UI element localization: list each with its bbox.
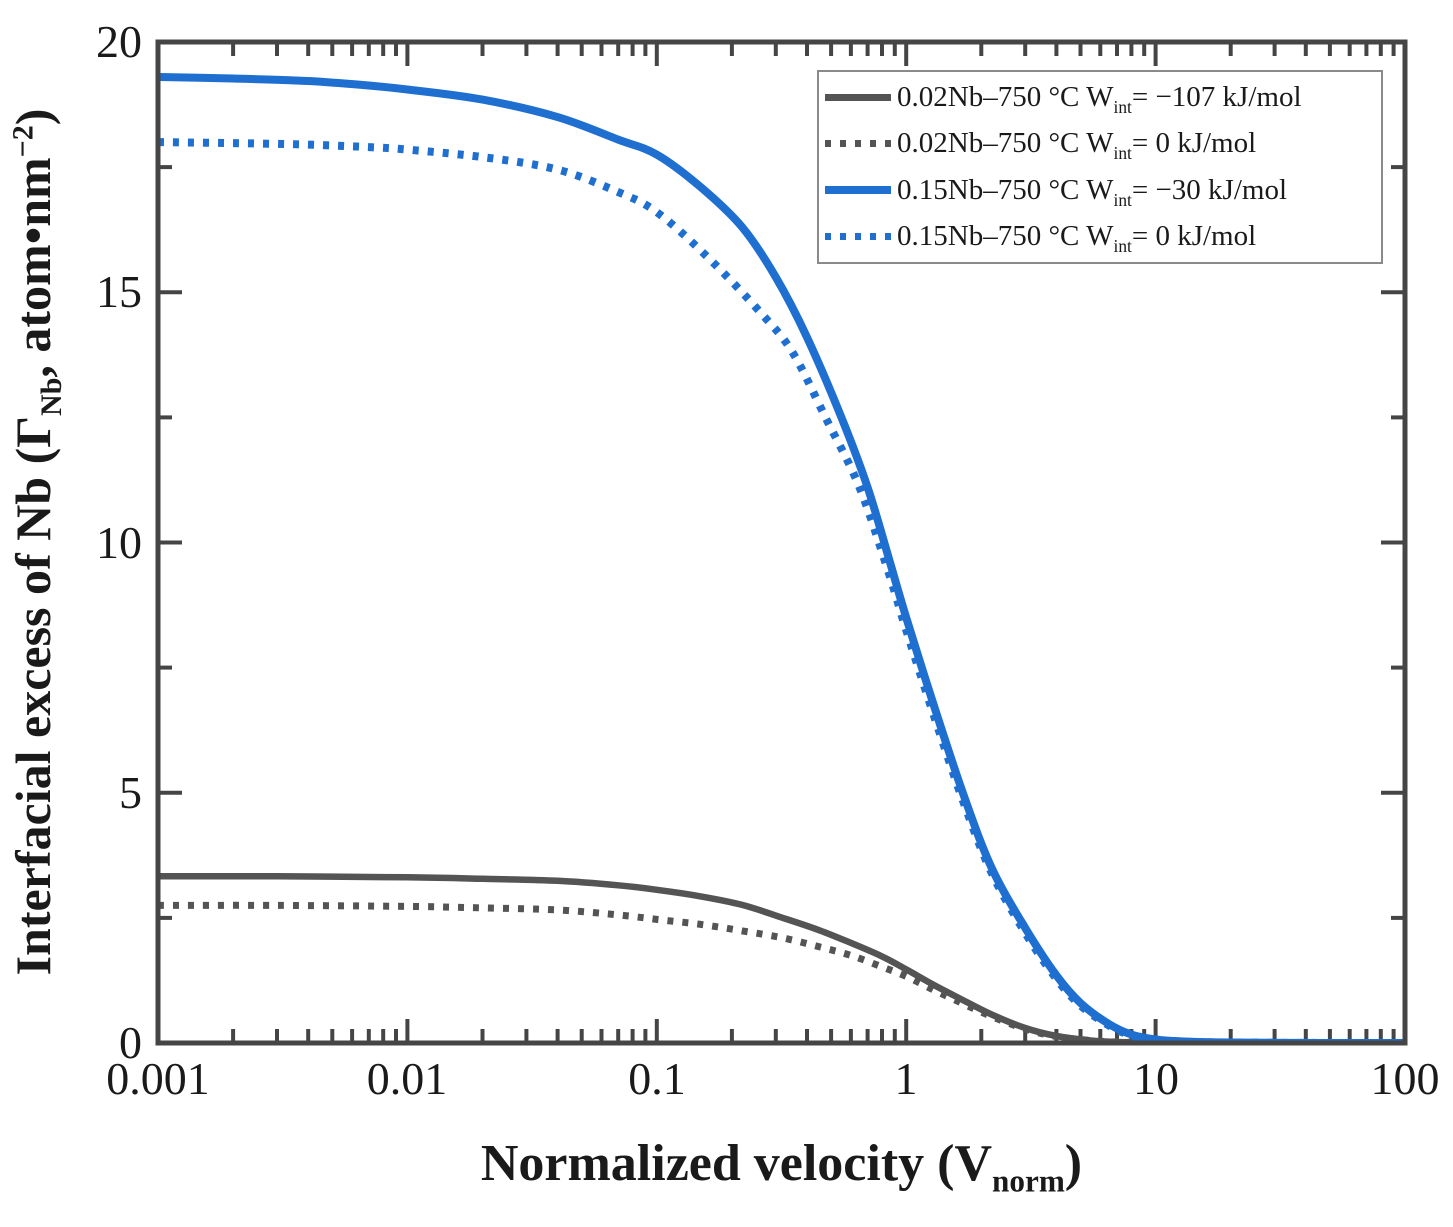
- y-axis-title-mid: , atom•nm: [5, 157, 61, 378]
- y-tick-label-0: 0: [119, 1017, 142, 1068]
- plot-frame: [155, 39, 1408, 1046]
- y-axis-title-text: Interfacial excess of Nb (Γ: [5, 415, 61, 976]
- legend-item-002nb-0: 0.02Nb–750 °C Wint= 0 kJ/mol: [819, 127, 1381, 164]
- y-tick-label-15: 15: [96, 266, 142, 317]
- legend-swatch-gray-solid: [825, 93, 891, 101]
- x-tick-label-100: 100: [1370, 1053, 1440, 1104]
- legend-item-015nb-0: 0.15Nb–750 °C Wint= 0 kJ/mol: [819, 220, 1381, 257]
- series-line-0: [160, 872, 1403, 1043]
- x-tick-label-0.001: 0.001: [106, 1053, 210, 1104]
- y-tick-label-5: 5: [119, 767, 142, 818]
- x-tick-label-0.01: 0.01: [366, 1053, 448, 1104]
- y-axis-title-close: ): [5, 108, 61, 126]
- y-axis-title-superscript: −2: [6, 125, 40, 158]
- x-tick-label-0.1: 0.1: [628, 1053, 686, 1104]
- legend-item-015nb-30: 0.15Nb–750 °C Wint= −30 kJ/mol: [819, 173, 1381, 210]
- x-axis-title: Normalized velocity (Vnorm): [158, 1134, 1405, 1196]
- x-axis-title-subscript: norm: [992, 1163, 1065, 1199]
- y-tick-label-20: 20: [96, 16, 142, 67]
- legend-swatch-gray-dotted: [825, 140, 891, 148]
- legend-label: 0.02Nb–750 °C Wint= 0 kJ/mol: [897, 127, 1257, 164]
- x-tick-label-10: 10: [1133, 1053, 1179, 1104]
- x-tick-label-1: 1: [894, 1053, 918, 1104]
- legend-swatch-blue-solid: [825, 186, 891, 195]
- series-line-2: [160, 73, 1403, 1043]
- legend-label: 0.02Nb–750 °C Wint= −107 kJ/mol: [897, 80, 1302, 117]
- x-axis-title-suffix: ): [1064, 1135, 1083, 1192]
- legend-label: 0.15Nb–750 °C Wint= −30 kJ/mol: [897, 173, 1288, 210]
- legend-box: 0.02Nb–750 °C Wint= −107 kJ/mol 0.02Nb–7…: [817, 70, 1383, 264]
- y-axis-title-subscript: Nb: [35, 377, 68, 416]
- y-tick-label-10: 10: [96, 517, 142, 568]
- legend-item-002nb-107: 0.02Nb–750 °C Wint= −107 kJ/mol: [819, 80, 1381, 117]
- y-axis-title: Interfacial excess of Nb (ΓNb, atom•nm−2…: [4, 0, 68, 1102]
- legend-swatch-blue-dotted: [825, 233, 891, 241]
- legend-label: 0.15Nb–750 °C Wint= 0 kJ/mol: [897, 220, 1257, 257]
- series-line-1: [160, 901, 1403, 1043]
- series-line-3: [160, 138, 1403, 1043]
- x-axis-title-text: Normalized velocity (V: [480, 1135, 993, 1192]
